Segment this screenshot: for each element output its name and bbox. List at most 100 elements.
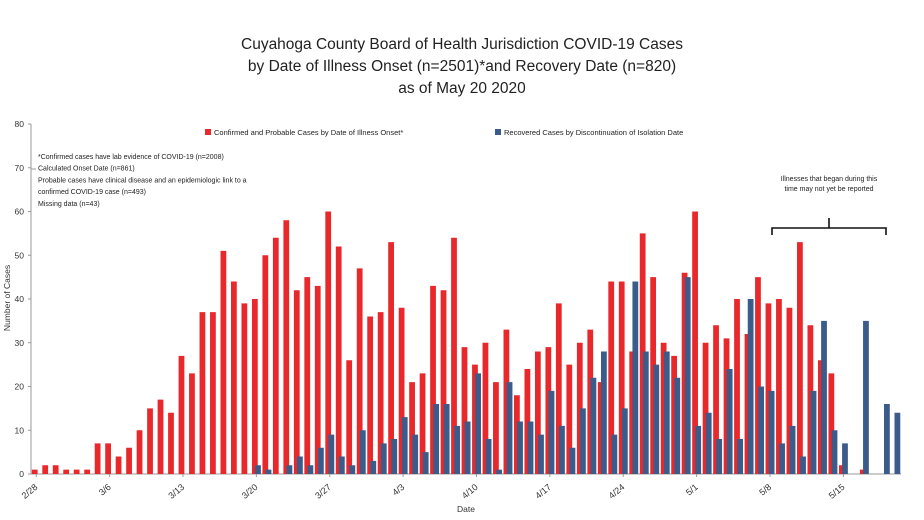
recovered-bar	[831, 430, 838, 474]
recovered-bar	[663, 351, 670, 474]
bracket-note-line: Illnesses that began during this	[781, 176, 878, 183]
y-tick-label: 0	[19, 469, 24, 479]
x-tick-label: 2/28	[20, 482, 40, 501]
onset-bar	[105, 443, 111, 475]
x-tick-label: 4/3	[390, 482, 406, 498]
recovered-bar	[821, 320, 827, 475]
footnote-line: confirmed COVID-19 case (n=493)	[38, 189, 146, 196]
recovered-bar	[842, 443, 848, 475]
onset-bar	[314, 285, 321, 475]
onset-bar	[650, 277, 657, 475]
onset-bar	[838, 465, 845, 474]
legend-swatch-onset	[205, 129, 211, 135]
onset-bar	[220, 250, 227, 474]
recovered-bar	[454, 425, 461, 475]
recovered-bar	[338, 456, 345, 474]
onset-bar	[409, 382, 415, 475]
recovered-bar	[705, 412, 712, 474]
onset-bar	[639, 233, 646, 475]
onset-bar	[734, 299, 740, 474]
footnote-line: Calculated Onset Date (n=861)	[38, 166, 135, 173]
recovered-bar	[716, 439, 723, 474]
recovered-bar	[286, 465, 293, 474]
onset-bar	[210, 312, 216, 475]
onset-bar	[618, 281, 625, 474]
recovered-bar	[464, 421, 471, 474]
legend-label-onset: Confirmed and Probable Cases by Date of …	[214, 128, 403, 137]
recovered-bar	[391, 439, 398, 474]
recovered-bar	[538, 434, 544, 475]
onset-bar	[692, 211, 698, 474]
recovered-bar	[726, 369, 733, 474]
y-tick-label: 20	[15, 382, 25, 392]
recovered-bar	[506, 382, 513, 475]
onset-bar	[587, 329, 594, 475]
onset-bar	[168, 412, 174, 474]
x-tick-label: 4/17	[533, 482, 553, 501]
onset-bar	[231, 281, 237, 474]
onset-bar	[346, 360, 353, 474]
onset-bar	[828, 373, 835, 475]
onset-bar	[534, 351, 541, 474]
onset-bar	[293, 290, 300, 474]
recovered-bar	[601, 351, 607, 474]
recovered-bar	[632, 281, 639, 474]
recovered-bar	[443, 404, 450, 474]
recovered-bar	[653, 364, 660, 475]
x-tick-label: 5/1	[684, 482, 700, 498]
recovered-bar	[768, 390, 775, 475]
onset-bar	[744, 334, 751, 474]
recovered-bar	[412, 434, 419, 475]
recovered-bar	[800, 456, 806, 474]
recovered-bar	[548, 390, 555, 475]
onset-bar	[115, 456, 122, 474]
recovered-bar	[894, 412, 901, 474]
y-tick-label: 50	[15, 250, 25, 260]
legend-label-recovered: Recovered Cases by Discontinuation of Is…	[504, 128, 683, 137]
onset-bar	[356, 268, 363, 475]
onset-bar	[189, 373, 195, 475]
recovered-bar	[318, 447, 324, 474]
onset-bar	[147, 408, 153, 475]
onset-bar	[251, 299, 258, 474]
onset-bar	[241, 303, 248, 475]
onset-bar	[545, 347, 552, 475]
onset-bar	[786, 307, 793, 474]
onset-bar	[681, 272, 688, 474]
recovered-bar	[611, 434, 618, 475]
onset-bar	[52, 465, 59, 474]
y-axis-title: Number of Cases	[2, 265, 12, 331]
x-tick-label: 3/27	[313, 482, 333, 501]
recovered-bar	[370, 460, 377, 475]
onset-bar	[157, 399, 164, 475]
onset-bar	[335, 246, 342, 474]
y-tick-label: 10	[15, 425, 25, 435]
legend-swatch-recovered	[495, 129, 501, 135]
onset-bar	[63, 469, 70, 475]
recovered-bar	[359, 430, 366, 474]
recovered-bar	[580, 408, 586, 475]
footnote-line: *Confirmed cases have lab evidence of CO…	[38, 154, 224, 161]
onset-bar	[262, 255, 269, 474]
onset-bar	[723, 338, 730, 475]
recovered-bar	[485, 439, 492, 474]
x-axis-title: Date	[457, 504, 475, 514]
recovered-bar	[255, 465, 261, 474]
onset-bar	[566, 364, 573, 475]
recovered-bar	[747, 299, 754, 474]
onset-bar	[461, 347, 468, 475]
onset-bar	[398, 307, 405, 474]
onset-bar	[755, 277, 761, 475]
onset-bar	[388, 242, 394, 475]
onset-bar	[514, 395, 520, 474]
onset-bar	[451, 237, 457, 474]
recovered-bar	[590, 377, 597, 474]
x-tick-label: 3/6	[97, 482, 113, 498]
recovered-bar	[779, 443, 785, 475]
onset-bar	[807, 325, 814, 474]
recovered-bar	[401, 417, 408, 475]
recovered-bar	[884, 404, 890, 474]
recovered-bar	[695, 425, 702, 475]
